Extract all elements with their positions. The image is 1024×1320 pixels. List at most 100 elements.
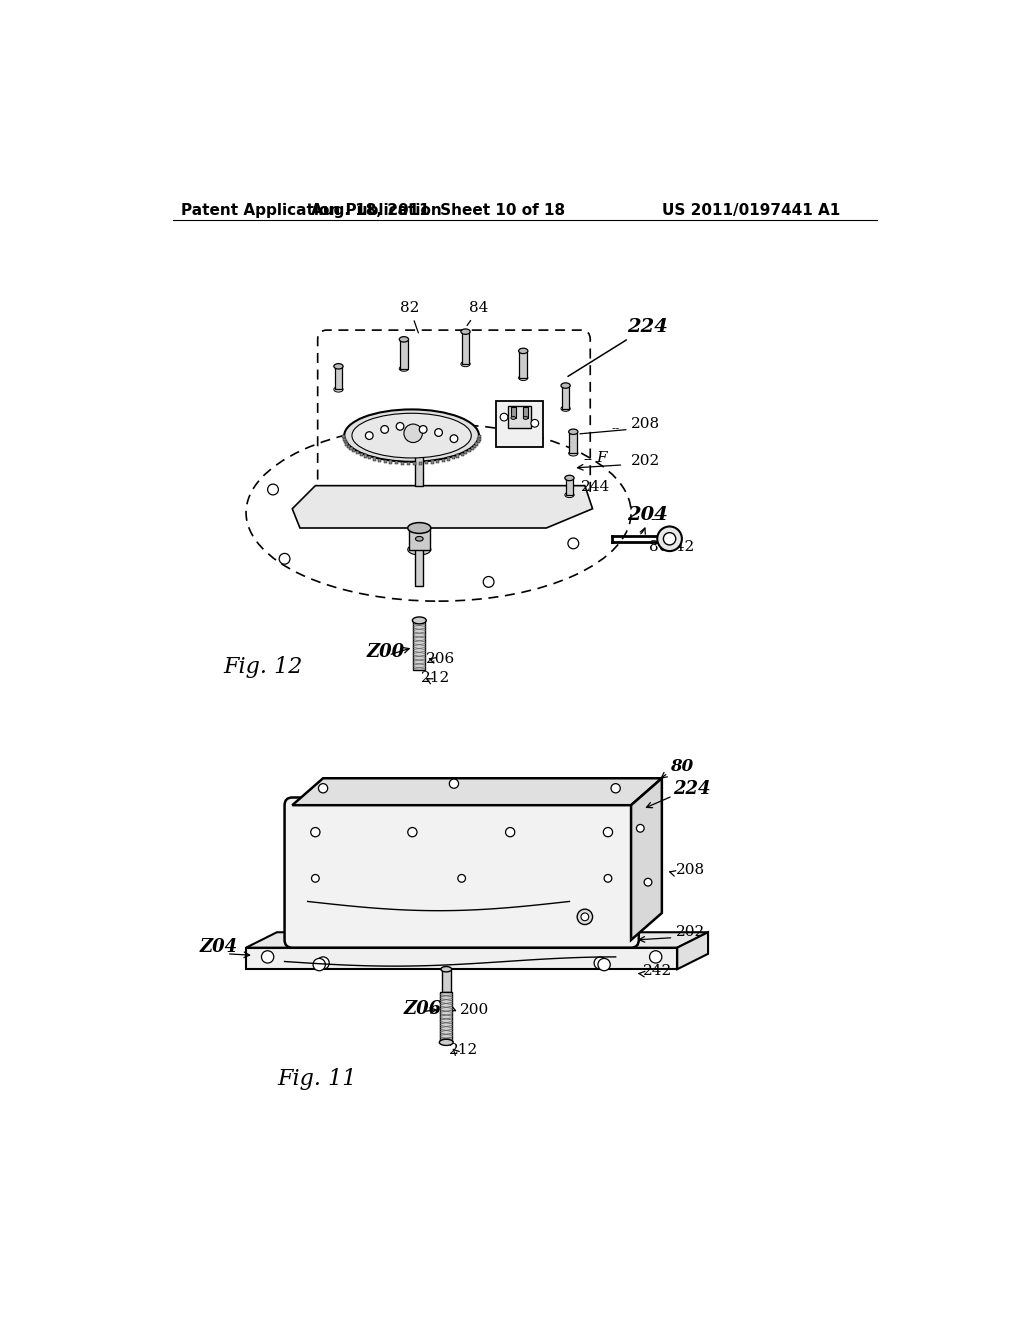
Text: Z00: Z00 — [367, 643, 406, 661]
Text: Fig. 12: Fig. 12 — [223, 656, 302, 677]
Bar — [408, 462, 411, 465]
Text: 80: 80 — [670, 758, 693, 775]
Bar — [523, 407, 528, 418]
Text: Aug. 18, 2011  Sheet 10 of 18: Aug. 18, 2011 Sheet 10 of 18 — [311, 203, 565, 218]
Circle shape — [261, 950, 273, 964]
Circle shape — [664, 533, 676, 545]
Bar — [497, 401, 543, 447]
Ellipse shape — [565, 492, 574, 498]
Circle shape — [594, 957, 606, 969]
Ellipse shape — [344, 409, 479, 462]
Text: --: -- — [650, 513, 659, 527]
Bar — [395, 461, 398, 465]
Bar — [565, 478, 573, 495]
Text: 208: 208 — [631, 417, 660, 430]
Ellipse shape — [399, 366, 409, 371]
Text: --: -- — [584, 453, 592, 466]
Text: 206: 206 — [425, 652, 455, 665]
Ellipse shape — [399, 337, 409, 342]
Circle shape — [604, 874, 611, 882]
Text: Z04: Z04 — [200, 937, 238, 956]
Text: 244: 244 — [581, 480, 610, 494]
Circle shape — [644, 878, 652, 886]
Bar — [441, 458, 444, 462]
Circle shape — [649, 950, 662, 964]
Bar — [345, 442, 348, 446]
Polygon shape — [246, 948, 677, 969]
Bar — [473, 445, 476, 447]
Bar — [342, 436, 345, 438]
Ellipse shape — [416, 536, 423, 541]
Circle shape — [578, 909, 593, 924]
Polygon shape — [292, 779, 662, 805]
Ellipse shape — [408, 523, 431, 533]
Text: 202: 202 — [631, 454, 660, 467]
Ellipse shape — [461, 362, 470, 367]
Ellipse shape — [561, 383, 570, 388]
Bar — [384, 459, 387, 463]
Polygon shape — [292, 486, 593, 528]
Bar — [419, 462, 422, 465]
Circle shape — [598, 958, 610, 970]
Circle shape — [637, 825, 644, 832]
Circle shape — [316, 957, 330, 969]
Bar — [468, 449, 471, 451]
Bar — [465, 451, 468, 454]
Bar — [478, 436, 481, 438]
Ellipse shape — [565, 475, 574, 480]
Ellipse shape — [523, 416, 528, 420]
Ellipse shape — [441, 966, 452, 972]
Circle shape — [657, 527, 682, 552]
Text: 82: 82 — [400, 301, 420, 333]
Ellipse shape — [511, 416, 515, 420]
Circle shape — [603, 828, 612, 837]
Circle shape — [311, 874, 319, 882]
Bar — [347, 445, 350, 447]
Circle shape — [419, 425, 427, 433]
Circle shape — [396, 422, 403, 430]
Text: Patent Application Publication: Patent Application Publication — [180, 203, 441, 218]
Text: 200: 200 — [460, 1003, 489, 1016]
Text: 224: 224 — [674, 780, 711, 797]
Ellipse shape — [568, 450, 578, 455]
Bar — [440, 993, 453, 1043]
Bar — [352, 449, 355, 451]
Bar — [413, 620, 425, 671]
Bar — [441, 969, 451, 993]
Text: 84: 84 — [467, 301, 488, 326]
Circle shape — [403, 424, 422, 442]
Bar — [335, 367, 342, 389]
Ellipse shape — [413, 616, 426, 624]
Ellipse shape — [334, 363, 343, 370]
Ellipse shape — [568, 429, 578, 434]
Bar — [462, 331, 469, 364]
Bar — [364, 454, 367, 458]
Circle shape — [483, 577, 494, 587]
Text: 204: 204 — [628, 507, 668, 524]
Circle shape — [581, 913, 589, 921]
Ellipse shape — [408, 544, 431, 554]
Bar — [461, 453, 464, 455]
Bar — [476, 440, 479, 444]
Ellipse shape — [518, 348, 528, 354]
Bar — [446, 458, 451, 461]
Bar — [389, 461, 392, 463]
Polygon shape — [246, 932, 708, 948]
Text: Z06: Z06 — [403, 999, 442, 1018]
Bar — [369, 455, 372, 459]
Text: US 2011/0197441 A1: US 2011/0197441 A1 — [662, 203, 840, 218]
Circle shape — [372, 446, 382, 457]
Circle shape — [313, 958, 326, 970]
Circle shape — [435, 429, 442, 437]
Bar — [508, 407, 531, 428]
Ellipse shape — [461, 329, 470, 334]
Circle shape — [506, 828, 515, 837]
Circle shape — [450, 779, 459, 788]
Ellipse shape — [561, 407, 570, 412]
Circle shape — [267, 484, 279, 495]
Text: 242: 242 — [666, 540, 695, 554]
Bar — [400, 339, 408, 368]
Bar — [416, 424, 423, 486]
Text: 212: 212 — [450, 1043, 478, 1057]
Bar — [413, 462, 416, 465]
